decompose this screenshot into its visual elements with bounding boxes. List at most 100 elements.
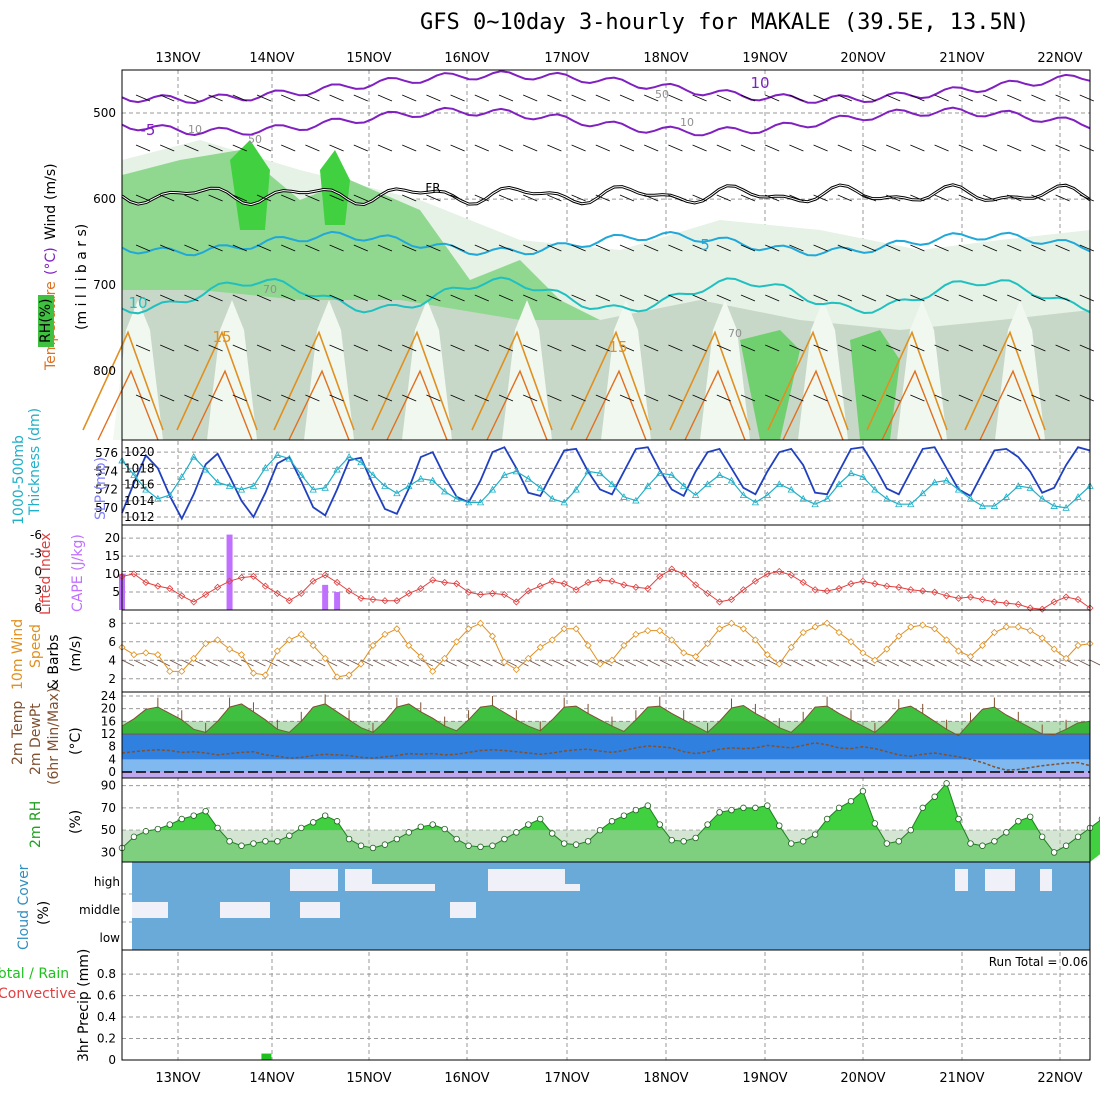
upper-wind-barb — [571, 194, 586, 202]
wind-barb — [898, 659, 911, 667]
upper-wind-barb — [232, 94, 247, 102]
upper-wind-barb — [426, 244, 441, 252]
upper-wind-barb — [813, 94, 828, 102]
upper-wind-barb — [958, 144, 973, 152]
upper-wind-barb — [184, 294, 199, 302]
upper-wind-barb — [837, 144, 852, 152]
li-marker — [237, 574, 246, 582]
upper-wind-barb — [1055, 194, 1070, 202]
wind-barb — [862, 659, 876, 667]
wind-marker — [907, 623, 915, 631]
upper-wind-barb — [982, 294, 998, 302]
precip-tick: 0.8 — [97, 967, 116, 981]
wind-marker — [393, 625, 401, 633]
cape-bar — [226, 534, 233, 610]
upper-wind-barb — [498, 194, 514, 202]
dew-band-light — [122, 759, 1090, 772]
wind-marker — [536, 643, 544, 651]
wind-barb — [1030, 659, 1043, 667]
slp-tick: 1016 — [124, 478, 155, 492]
upper-wind-barb — [716, 94, 731, 102]
wind-line — [121, 622, 1091, 678]
wind-marker — [154, 651, 162, 659]
upper-wind-barb — [498, 244, 514, 252]
upper-wind-barb — [644, 244, 659, 252]
ylabel-2m-rh: 2m RH — [28, 801, 44, 848]
li-marker — [954, 594, 963, 602]
li-marker — [907, 586, 915, 594]
wind-marker — [130, 651, 138, 659]
upper-wind-barb — [692, 294, 707, 302]
upper-wind-barb — [886, 244, 901, 252]
date-label-top: 16NOV — [444, 51, 489, 66]
rh-marker — [823, 815, 831, 823]
wind-barb — [372, 659, 386, 667]
rh-marker — [477, 843, 484, 851]
upper-wind-barb — [208, 294, 223, 302]
thickness-marker — [488, 485, 497, 493]
wind-tick: 2 — [108, 672, 116, 686]
wind-marker — [441, 654, 449, 662]
li-marker — [715, 598, 724, 606]
cape-ylabel-group: CAPE (J/kg) — [70, 534, 86, 612]
rh-marker — [369, 844, 377, 852]
upper-wind-barb — [474, 244, 489, 252]
upper-wind-barb — [837, 294, 852, 302]
li-marker — [500, 591, 508, 599]
wind-tick: 4 — [108, 653, 116, 667]
upper-wind-barb — [813, 344, 828, 352]
li-marker — [560, 580, 568, 588]
wind-barb — [755, 659, 768, 667]
upper-wind-barb — [934, 344, 949, 352]
li-marker — [1038, 605, 1046, 613]
ylabel-minmax: (6hr Min/Max) — [46, 688, 62, 785]
thickness-marker — [345, 452, 353, 460]
wind-barb — [719, 659, 732, 667]
cloud-level-low: low — [100, 931, 121, 945]
upper-wind-barb — [547, 144, 562, 152]
wind-marker — [190, 654, 198, 662]
upper-wind-barb — [232, 394, 247, 402]
upper-wind-barb — [1079, 244, 1094, 252]
li-marker — [476, 591, 485, 599]
wind-barb — [480, 659, 493, 667]
wind-barb — [1006, 659, 1019, 667]
slp-tick: 1020 — [124, 445, 155, 459]
wind-marker — [811, 623, 819, 631]
thickness-marker — [978, 502, 987, 509]
thickness-marker — [560, 498, 568, 506]
below-freezing-band — [122, 772, 1090, 778]
upper-wind-barb — [982, 194, 998, 202]
upper-wind-barb — [716, 244, 731, 252]
rh-plume — [798, 300, 848, 440]
upper-wind-barb — [402, 344, 417, 352]
li-marker — [214, 583, 222, 591]
li-marker — [608, 577, 616, 585]
thickness-marker — [930, 478, 939, 486]
isotherm-label: 15 — [212, 328, 231, 346]
isotherm-label: -5 — [141, 121, 156, 139]
li-tick: 6 — [34, 601, 42, 615]
rh-marker — [537, 815, 544, 823]
upper-wind-barb — [644, 344, 659, 352]
thickness-marker — [584, 467, 592, 475]
date-label-bottom: 13NOV — [155, 1071, 200, 1086]
rh-marker — [262, 838, 269, 845]
upper-wind-barb — [619, 94, 635, 102]
cloud-clear-high — [985, 869, 1015, 891]
wind-barb — [229, 659, 242, 667]
wind-barb — [444, 659, 457, 667]
li-marker — [297, 589, 305, 597]
wind-marker — [166, 667, 174, 675]
upper-wind-barb — [329, 144, 344, 152]
wind-marker — [405, 641, 413, 650]
wind-marker — [644, 627, 652, 635]
wind-marker — [142, 649, 150, 657]
rh-plume — [601, 300, 651, 440]
cape-tick: 20 — [105, 531, 120, 545]
thickness-marker — [668, 471, 676, 478]
wind-barb — [217, 659, 230, 667]
cloud-clear-high — [955, 869, 968, 891]
rh-marker — [453, 835, 460, 843]
upper-wind-barb — [692, 394, 707, 402]
